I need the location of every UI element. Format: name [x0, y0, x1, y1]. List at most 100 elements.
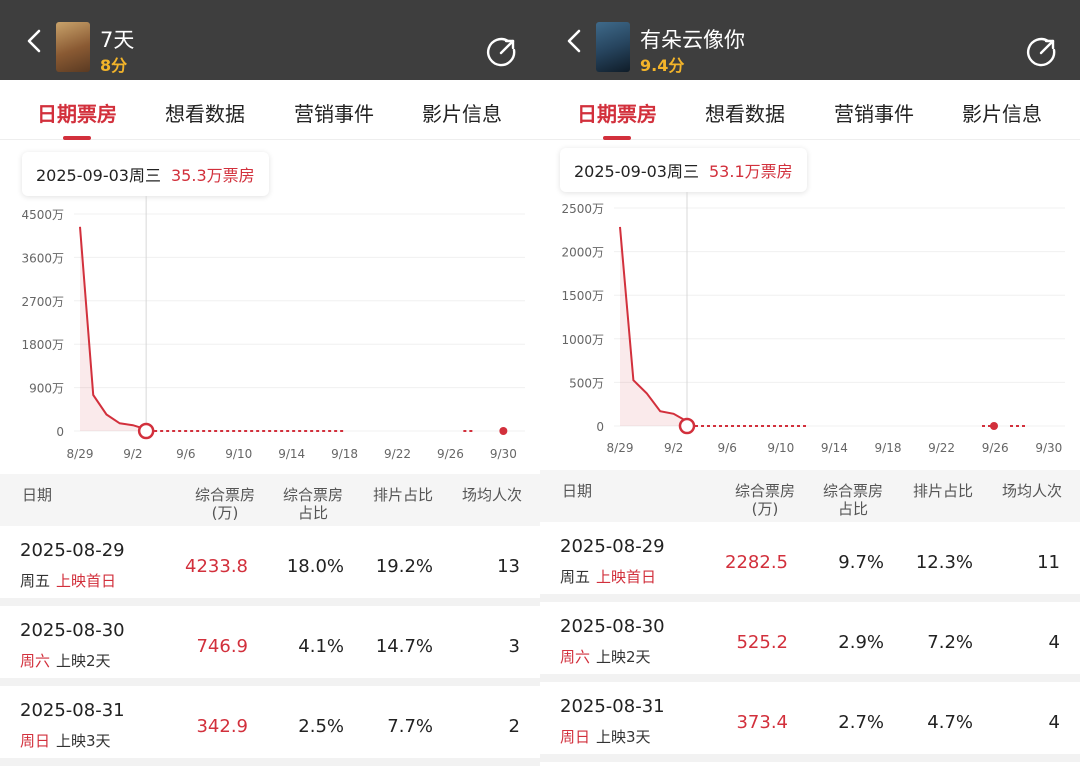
th-schedule-share: 排片占比: [912, 482, 973, 500]
table-row[interactable]: 2025-08-30 周六 上映2天 746.9 4.1% 14.7% 3: [0, 606, 540, 686]
row-weekday: 周六: [560, 648, 591, 666]
chart-tooltip: 2025-09-03周三 53.1万票房: [560, 148, 807, 192]
tab-bar: 日期票房 想看数据 营销事件 影片信息: [540, 80, 1080, 140]
table-row[interactable]: 2025-08-30 周六 上映2天 525.2 2.9% 7.2% 4: [540, 602, 1080, 682]
movie-poster[interactable]: [56, 22, 90, 72]
row-avg-per-show: 3: [508, 636, 520, 657]
row-box-office: 342.9: [196, 716, 248, 737]
row-weekday: 周五: [20, 572, 51, 590]
x-tick-label: 9/22: [928, 441, 955, 455]
tab-bar: 日期票房 想看数据 营销事件 影片信息: [0, 80, 540, 140]
tab-want-data[interactable]: 想看数据: [165, 102, 245, 126]
back-arrow-icon[interactable]: [562, 28, 588, 54]
movie-title: 有朵云像你: [640, 28, 745, 52]
row-date: 2025-08-29: [20, 540, 125, 561]
share-icon[interactable]: [1026, 36, 1058, 68]
y-tick-label: 900万: [29, 382, 64, 396]
box-office-line-chart[interactable]: 2500万 2000万 1500万 1000万 500万 08/29 9/2 9/6 9/10 9…: [540, 192, 1080, 466]
x-tick-label: 9/26: [437, 447, 464, 461]
x-tick-label: 9/10: [225, 447, 252, 461]
y-tick-label: 2500万: [561, 202, 604, 216]
tab-date-box-office[interactable]: 日期票房: [577, 102, 657, 126]
y-tick-label: 0: [56, 425, 64, 439]
row-release-day: 上映3天: [56, 732, 111, 750]
y-tick-label: 4500万: [21, 208, 64, 222]
table-header: 日期 综合票房 (万) 综合票房 占比 排片占比 场均人次: [0, 474, 540, 526]
row-date: 2025-08-29: [560, 536, 665, 557]
row-schedule-share: 19.2%: [375, 556, 433, 577]
row-subline: 周六 上映2天: [20, 650, 111, 671]
row-release-day: 上映首日: [56, 572, 117, 590]
th-schedule-share: 排片占比: [372, 486, 433, 504]
row-weekday: 周五: [560, 568, 591, 586]
table-row[interactable]: 2025-08-29 周五 上映首日 4233.8 18.0% 19.2% 13: [0, 526, 540, 606]
y-tick-label: 1500万: [561, 289, 604, 303]
row-release-day: 上映首日: [596, 568, 657, 586]
header-bar: 7天 8分: [0, 0, 540, 80]
highlight-point: [678, 417, 696, 435]
end-point: [499, 427, 508, 435]
row-box-share: 4.1%: [298, 636, 344, 657]
back-arrow-icon[interactable]: [22, 28, 48, 54]
row-subline: 周五 上映首日: [560, 566, 656, 587]
tooltip-date: 2025-09-03周三: [36, 166, 161, 185]
table-header: 日期 综合票房 (万) 综合票房 占比 排片占比 场均人次: [540, 470, 1080, 522]
x-tick-label: 9/14: [278, 447, 305, 461]
x-tick-label: 9/18: [331, 447, 358, 461]
box-office-line-chart[interactable]: 4500万 3600万 2700万 1800万 900万 08/29 9/2 9/6 9/10 9…: [0, 196, 540, 470]
row-schedule-share: 7.2%: [927, 632, 973, 653]
x-tick-label: 9/26: [982, 441, 1009, 455]
row-subline: 周六 上映2天: [560, 646, 651, 667]
row-avg-per-show: 13: [497, 556, 520, 577]
row-date: 2025-08-30: [20, 620, 125, 641]
movie-poster[interactable]: [596, 22, 630, 72]
row-subline: 周日 上映3天: [20, 730, 111, 751]
row-subline: 周日 上映3天: [560, 726, 651, 747]
tab-date-box-office[interactable]: 日期票房: [37, 102, 117, 126]
x-tick-label: 9/2: [123, 447, 142, 461]
x-tick-label: 9/14: [821, 441, 848, 455]
row-box-share: 9.7%: [838, 552, 884, 573]
th-box-share: 综合票房 占比: [822, 482, 883, 518]
chart-tooltip: 2025-09-03周三 35.3万票房: [22, 152, 269, 196]
row-box-office: 2282.5: [725, 552, 788, 573]
x-tick-label: 9/6: [176, 447, 195, 461]
th-date: 日期: [22, 486, 53, 504]
tab-want-data[interactable]: 想看数据: [705, 102, 785, 126]
movie-title: 7天: [100, 28, 135, 52]
row-release-day: 上映2天: [596, 648, 651, 666]
y-tick-label: 1000万: [561, 333, 604, 347]
tab-marketing-events[interactable]: 营销事件: [834, 102, 914, 126]
movie-panel-right: 有朵云像你 9.4分 日期票房 想看数据 营销事件 影片信息 2025-09-0…: [540, 0, 1080, 767]
x-tick-label: 9/6: [718, 441, 737, 455]
th-avg-per-show: 场均人次: [1001, 482, 1062, 500]
series-area: [80, 226, 147, 431]
tab-active-indicator: [603, 136, 631, 140]
row-box-share: 2.5%: [298, 716, 344, 737]
highlight-point: [137, 422, 155, 440]
row-release-day: 上映2天: [56, 652, 111, 670]
row-schedule-share: 12.3%: [915, 552, 973, 573]
table-row[interactable]: 2025-08-31 周日 上映3天 342.9 2.5% 7.7% 2: [0, 686, 540, 766]
tab-movie-info[interactable]: 影片信息: [962, 102, 1042, 126]
row-avg-per-show: 11: [1037, 552, 1060, 573]
share-icon[interactable]: [486, 36, 518, 68]
th-box-office: 综合票房 (万): [734, 482, 795, 518]
y-tick-label: 1800万: [21, 338, 64, 352]
th-box-office: 综合票房 (万): [194, 486, 255, 522]
tab-movie-info[interactable]: 影片信息: [422, 102, 502, 126]
tab-marketing-events[interactable]: 营销事件: [294, 102, 374, 126]
series-area: [620, 226, 687, 426]
row-schedule-share: 14.7%: [375, 636, 433, 657]
y-tick-label: 2000万: [561, 246, 604, 260]
table-row[interactable]: 2025-08-29 周五 上映首日 2282.5 9.7% 12.3% 11: [540, 522, 1080, 602]
table-row[interactable]: 2025-08-31 周日 上映3天 373.4 2.7% 4.7% 4: [540, 682, 1080, 762]
x-tick-label: 9/2: [664, 441, 683, 455]
y-tick-label: 2700万: [21, 295, 64, 309]
movie-score: 9.4分: [640, 56, 685, 75]
x-tick-label: 9/22: [384, 447, 411, 461]
movie-score: 8分: [100, 56, 128, 75]
row-weekday: 周日: [20, 732, 51, 750]
row-weekday: 周日: [560, 728, 591, 746]
x-tick-label: 9/18: [875, 441, 902, 455]
